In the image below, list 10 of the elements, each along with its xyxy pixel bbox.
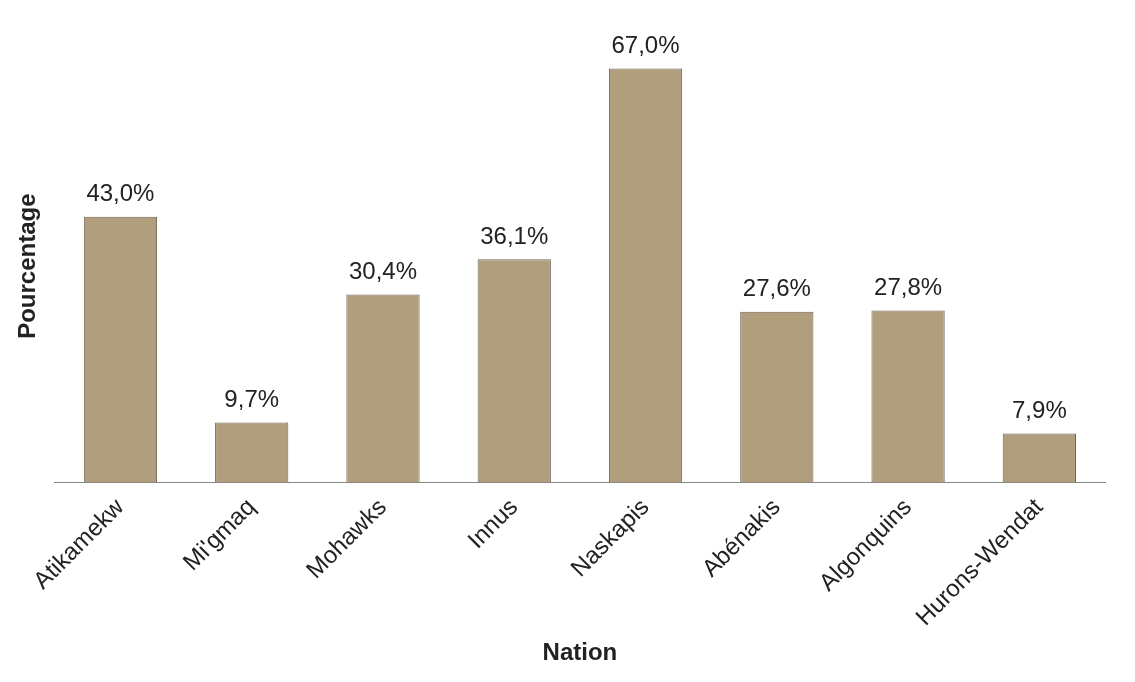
data-label: 27,6% [742, 274, 811, 302]
data-label: 43,0% [86, 179, 155, 207]
x-axis-title: Nation [542, 638, 618, 666]
y-axis-title: Pourcentage [13, 193, 41, 339]
data-label: 36,1% [480, 221, 549, 249]
data-label: 67,0% [611, 31, 680, 59]
data-label: 7,9% [1012, 396, 1067, 424]
data-label: 30,4% [348, 257, 418, 285]
data-label: 27,8% [874, 273, 943, 301]
data-label: 9,7% [224, 385, 280, 413]
